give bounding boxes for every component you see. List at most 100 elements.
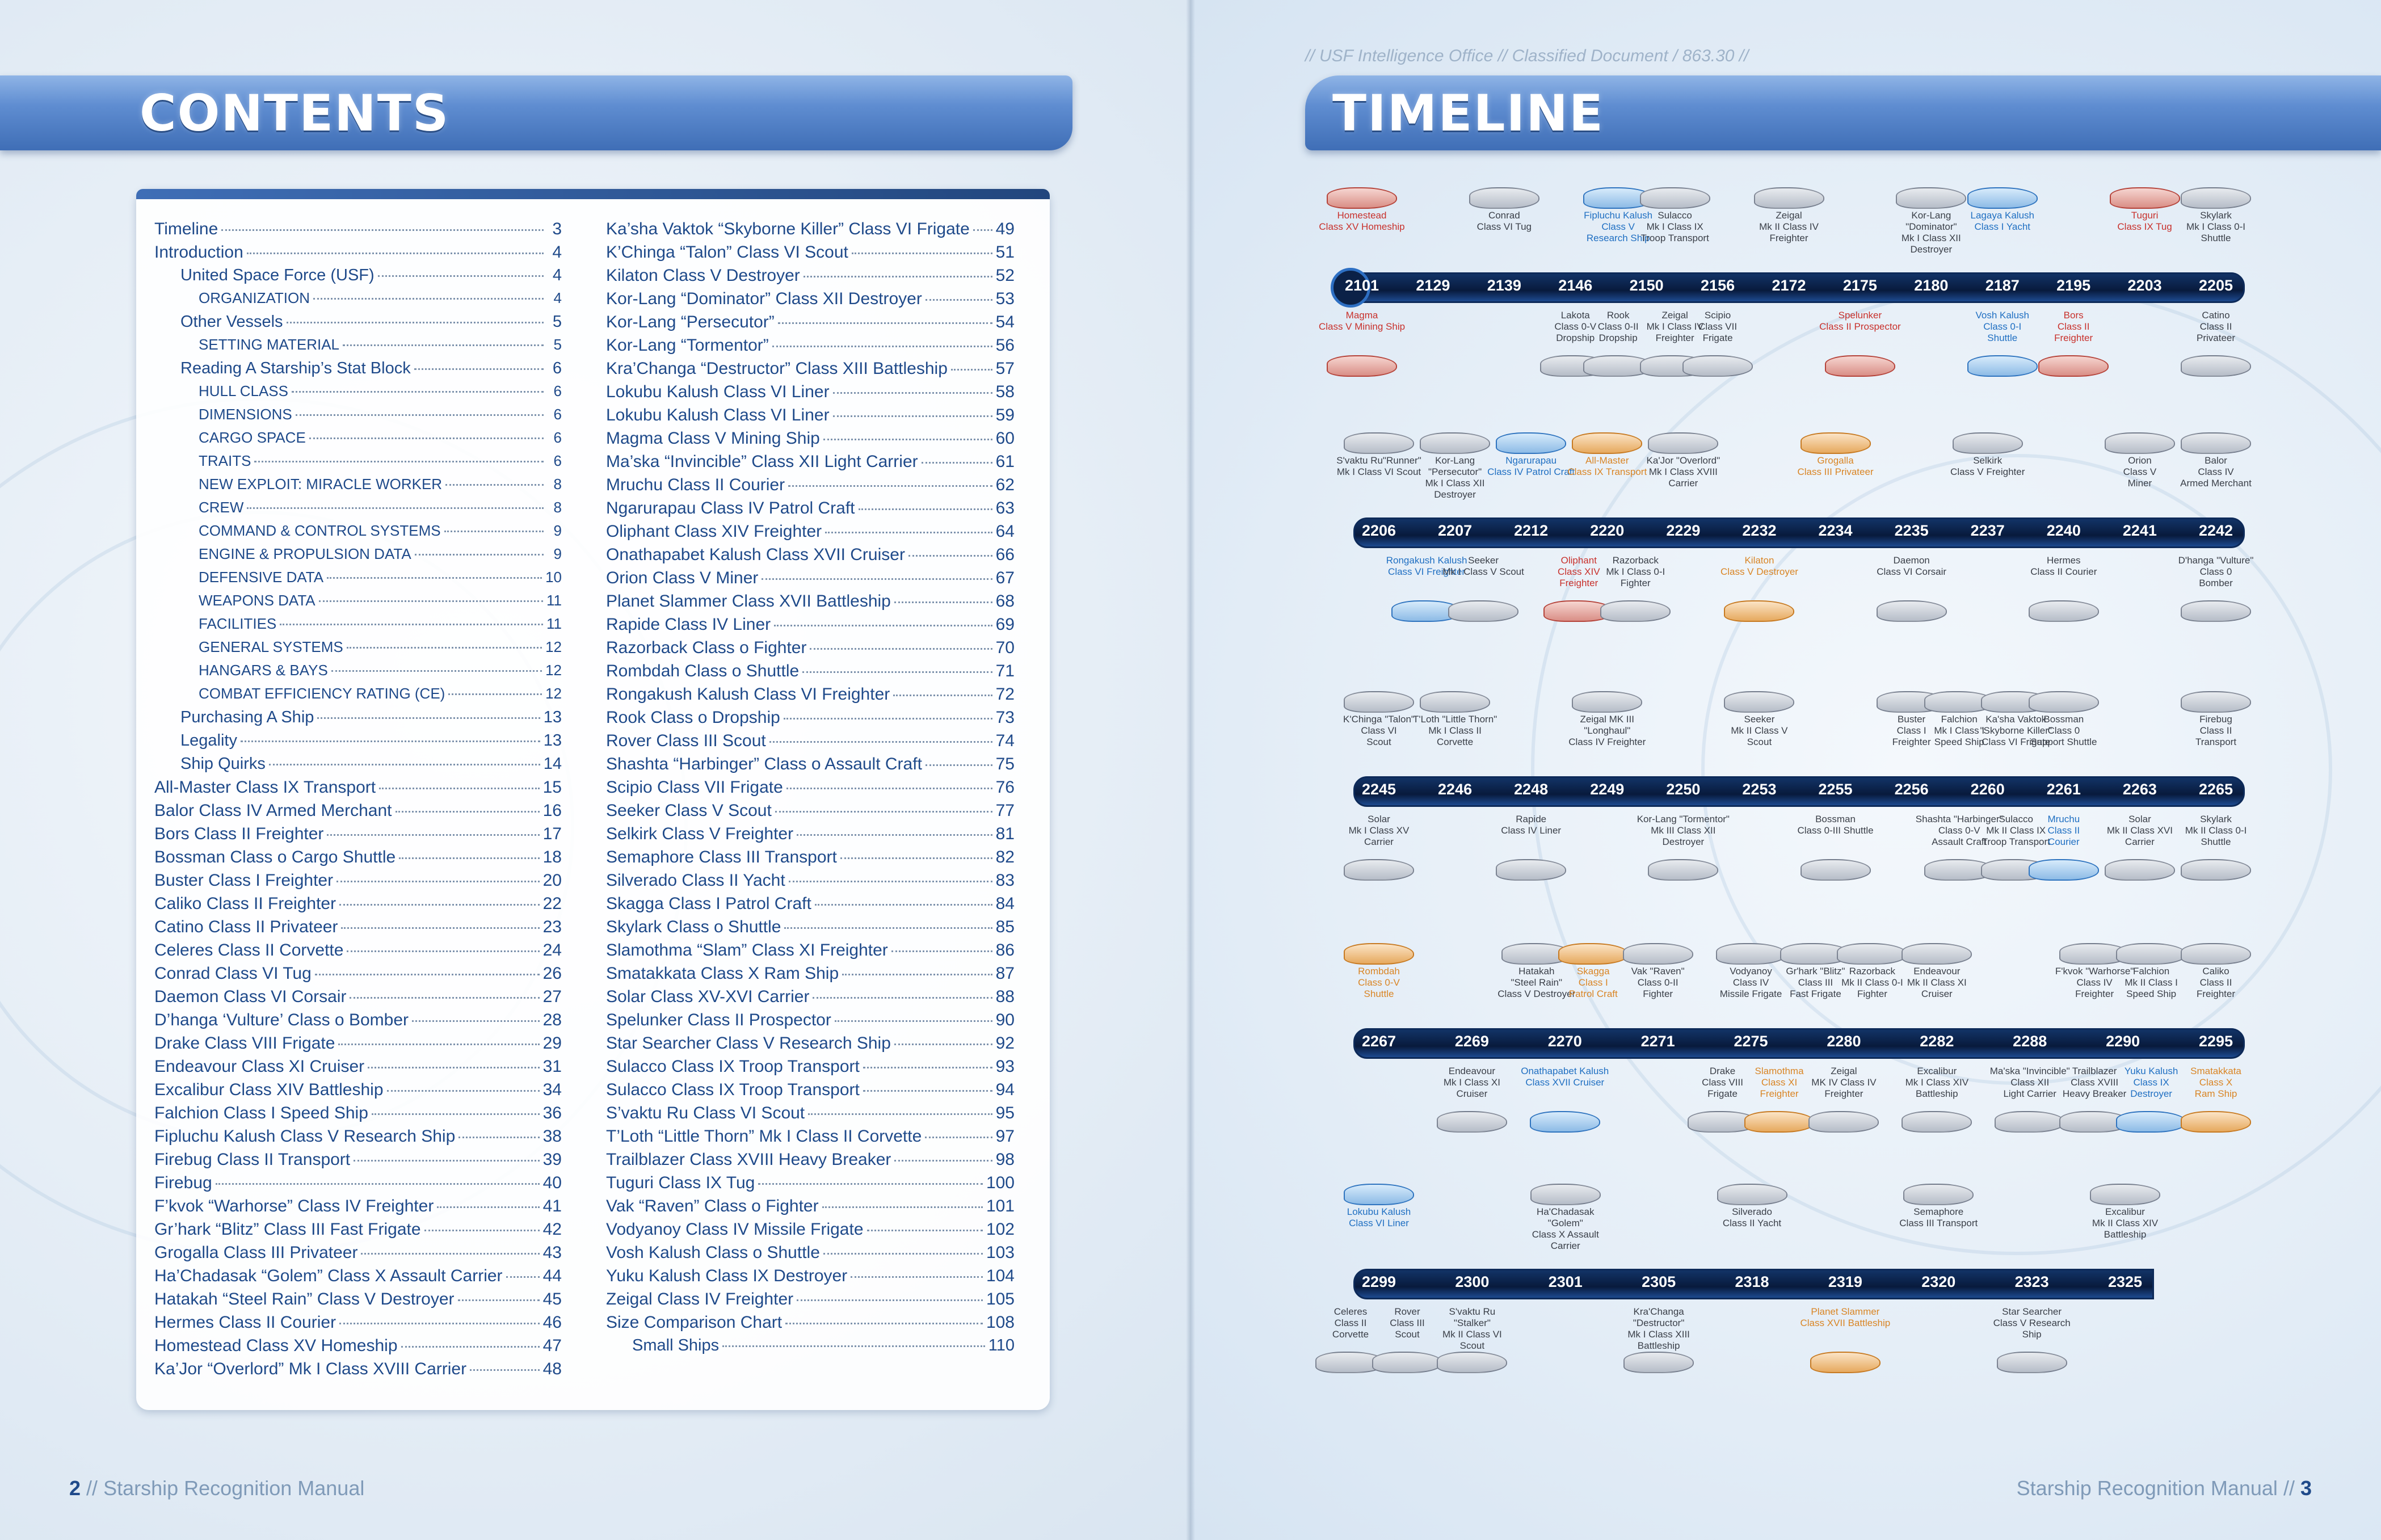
toc-entry[interactable]: Homestead Class XV Homeship 47 bbox=[154, 1336, 562, 1360]
toc-entry[interactable]: Size Comparison Chart 108 bbox=[606, 1313, 1015, 1336]
toc-entry[interactable]: Star Searcher Class V Research Ship 92 bbox=[606, 1034, 1015, 1057]
toc-entry[interactable]: Excalibur Class XIV Battleship 34 bbox=[154, 1080, 562, 1104]
toc-entry[interactable]: Mruchu Class II Courier 62 bbox=[606, 476, 1015, 499]
toc-entry[interactable]: HULL CLASS 6 bbox=[154, 382, 562, 406]
toc-entry[interactable]: Conrad Class VI Tug 26 bbox=[154, 964, 562, 987]
toc-entry[interactable]: Grogalla Class III Privateer 43 bbox=[154, 1243, 562, 1266]
toc-entry[interactable]: Catino Class II Privateer 23 bbox=[154, 918, 562, 941]
toc-entry[interactable]: Lokubu Kalush Class VI Liner 58 bbox=[606, 382, 1015, 406]
toc-entry[interactable]: Firebug 40 bbox=[154, 1173, 562, 1197]
toc-entry[interactable]: Kor-Lang “Tormentor” 56 bbox=[606, 336, 1015, 359]
toc-entry[interactable]: Hermes Class II Courier 46 bbox=[154, 1313, 562, 1336]
toc-entry[interactable]: SETTING MATERIAL 5 bbox=[154, 336, 562, 359]
toc-entry[interactable]: GENERAL SYSTEMS 12 bbox=[154, 638, 562, 662]
toc-entry[interactable]: Celeres Class II Corvette 24 bbox=[154, 941, 562, 964]
toc-entry[interactable]: Balor Class IV Armed Merchant 16 bbox=[154, 801, 562, 824]
toc-entry[interactable]: Solar Class XV-XVI Carrier 88 bbox=[606, 987, 1015, 1011]
toc-entry[interactable]: F’kvok “Warhorse” Class IV Freighter 41 bbox=[154, 1197, 562, 1220]
toc-entry[interactable]: Scipio Class VII Frigate 76 bbox=[606, 778, 1015, 801]
toc-entry[interactable]: Other Vessels 5 bbox=[154, 313, 562, 336]
toc-entry[interactable]: Selkirk Class V Freighter 81 bbox=[606, 824, 1015, 848]
toc-entry[interactable]: CREW 8 bbox=[154, 499, 562, 522]
toc-entry[interactable]: Silverado Class II Yacht 83 bbox=[606, 871, 1015, 894]
toc-entry[interactable]: Vak “Raven” Class o Fighter 101 bbox=[606, 1197, 1015, 1220]
toc-entry[interactable]: S’vaktu Ru Class VI Scout 95 bbox=[606, 1104, 1015, 1127]
toc-entry[interactable]: ENGINE & PROPULSION DATA 9 bbox=[154, 545, 562, 569]
toc-entry[interactable]: Introduction 4 bbox=[154, 243, 562, 266]
toc-entry[interactable]: Seeker Class V Scout 77 bbox=[606, 801, 1015, 824]
toc-entry[interactable]: Rapide Class IV Liner 69 bbox=[606, 615, 1015, 638]
toc-entry[interactable]: Yuku Kalush Class IX Destroyer 104 bbox=[606, 1266, 1015, 1290]
toc-entry[interactable]: Kra’Changa “Destructor” Class XIII Battl… bbox=[606, 359, 1015, 382]
toc-entry[interactable]: Skagga Class I Patrol Craft 84 bbox=[606, 894, 1015, 918]
toc-entry[interactable]: Caliko Class II Freighter 22 bbox=[154, 894, 562, 918]
toc-entry[interactable]: Ka’Jor “Overlord” Mk I Class XVIII Carri… bbox=[154, 1360, 562, 1383]
toc-entry[interactable]: Rover Class III Scout 74 bbox=[606, 731, 1015, 755]
toc-entry[interactable]: Purchasing A Ship 13 bbox=[154, 708, 562, 731]
toc-entry[interactable]: Rombdah Class o Shuttle 71 bbox=[606, 662, 1015, 685]
toc-entry[interactable]: Kor-Lang “Persecutor” 54 bbox=[606, 313, 1015, 336]
toc-entry[interactable]: Fipluchu Kalush Class V Research Ship 38 bbox=[154, 1127, 562, 1150]
toc-entry[interactable]: Drake Class VIII Frigate 29 bbox=[154, 1034, 562, 1057]
toc-entry[interactable]: Endeavour Class XI Cruiser 31 bbox=[154, 1057, 562, 1080]
toc-entry[interactable]: DIMENSIONS 6 bbox=[154, 406, 562, 429]
toc-entry[interactable]: Oliphant Class XIV Freighter 64 bbox=[606, 522, 1015, 545]
toc-entry[interactable]: Rongakush Kalush Class VI Freighter 72 bbox=[606, 685, 1015, 708]
toc-entry[interactable]: Gr’hark “Blitz” Class III Fast Frigate 42 bbox=[154, 1220, 562, 1243]
toc-entry[interactable]: Skylark Class o Shuttle 85 bbox=[606, 918, 1015, 941]
toc-entry[interactable]: K’Chinga “Talon” Class VI Scout 51 bbox=[606, 243, 1015, 266]
toc-entry[interactable]: Falchion Class I Speed Ship 36 bbox=[154, 1104, 562, 1127]
toc-entry[interactable]: FACILITIES 11 bbox=[154, 615, 562, 638]
toc-entry[interactable]: Semaphore Class III Transport 82 bbox=[606, 848, 1015, 871]
toc-entry[interactable]: Hatakah “Steel Rain” Class V Destroyer 45 bbox=[154, 1290, 562, 1313]
toc-entry[interactable]: TRAITS 6 bbox=[154, 452, 562, 476]
toc-entry[interactable]: Ka’sha Vaktok “Skyborne Killer” Class VI… bbox=[606, 220, 1015, 243]
toc-entry[interactable]: WEAPONS DATA 11 bbox=[154, 592, 562, 615]
toc-entry[interactable]: Firebug Class II Transport 39 bbox=[154, 1150, 562, 1173]
toc-entry[interactable]: COMMAND & CONTROL SYSTEMS 9 bbox=[154, 522, 562, 545]
toc-entry[interactable]: Ngarurapau Class IV Patrol Craft 63 bbox=[606, 499, 1015, 522]
toc-entry[interactable]: Buster Class I Freighter 20 bbox=[154, 871, 562, 894]
toc-entry[interactable]: Magma Class V Mining Ship 60 bbox=[606, 429, 1015, 452]
toc-entry[interactable]: Reading A Starship’s Stat Block 6 bbox=[154, 359, 562, 382]
toc-entry[interactable]: Trailblazer Class XVIII Heavy Breaker 98 bbox=[606, 1150, 1015, 1173]
toc-entry[interactable]: DEFENSIVE DATA 10 bbox=[154, 569, 562, 592]
toc-entry[interactable]: Ship Quirks 14 bbox=[154, 755, 562, 778]
toc-entry[interactable]: Bossman Class o Cargo Shuttle 18 bbox=[154, 848, 562, 871]
toc-entry[interactable]: Sulacco Class IX Troop Transport 94 bbox=[606, 1080, 1015, 1104]
toc-entry[interactable]: Planet Slammer Class XVII Battleship 68 bbox=[606, 592, 1015, 615]
toc-entry[interactable]: T’Loth “Little Thorn” Mk I Class II Corv… bbox=[606, 1127, 1015, 1150]
toc-entry[interactable]: HANGARS & BAYS 12 bbox=[154, 662, 562, 685]
toc-entry[interactable]: Lokubu Kalush Class VI Liner 59 bbox=[606, 406, 1015, 429]
toc-entry[interactable]: Vosh Kalush Class o Shuttle 103 bbox=[606, 1243, 1015, 1266]
toc-entry[interactable]: Small Ships 110 bbox=[606, 1336, 1015, 1360]
toc-entry[interactable]: Onathapabet Kalush Class XVII Cruiser 66 bbox=[606, 545, 1015, 569]
toc-entry[interactable]: Razorback Class o Fighter 70 bbox=[606, 638, 1015, 662]
toc-entry[interactable]: United Space Force (USF) 4 bbox=[154, 266, 562, 289]
toc-entry[interactable]: Smatakkata Class X Ram Ship 87 bbox=[606, 964, 1015, 987]
toc-entry-label: Spelunker Class II Prospector bbox=[606, 1011, 831, 1029]
toc-entry[interactable]: NEW EXPLOIT: MIRACLE WORKER 8 bbox=[154, 476, 562, 499]
toc-entry[interactable]: Legality 13 bbox=[154, 731, 562, 755]
toc-entry[interactable]: Ha’Chadasak “Golem” Class X Assault Carr… bbox=[154, 1266, 562, 1290]
toc-entry[interactable]: Spelunker Class II Prospector 90 bbox=[606, 1011, 1015, 1034]
toc-entry[interactable]: Slamothma “Slam” Class XI Freighter 86 bbox=[606, 941, 1015, 964]
toc-entry[interactable]: Daemon Class VI Corsair 27 bbox=[154, 987, 562, 1011]
toc-entry[interactable]: All-Master Class IX Transport 15 bbox=[154, 778, 562, 801]
toc-entry[interactable]: Zeigal Class IV Freighter 105 bbox=[606, 1290, 1015, 1313]
toc-entry[interactable]: Rook Class o Dropship 73 bbox=[606, 708, 1015, 731]
toc-entry[interactable]: Kor-Lang “Dominator” Class XII Destroyer… bbox=[606, 289, 1015, 313]
toc-entry[interactable]: Bors Class II Freighter 17 bbox=[154, 824, 562, 848]
toc-entry[interactable]: D’hanga ‘Vulture’ Class o Bomber 28 bbox=[154, 1011, 562, 1034]
toc-entry[interactable]: Shashta “Harbinger” Class o Assault Craf… bbox=[606, 755, 1015, 778]
toc-entry[interactable]: Tuguri Class IX Tug 100 bbox=[606, 1173, 1015, 1197]
toc-entry[interactable]: Sulacco Class IX Troop Transport 93 bbox=[606, 1057, 1015, 1080]
toc-entry[interactable]: Kilaton Class V Destroyer 52 bbox=[606, 266, 1015, 289]
toc-entry[interactable]: ORGANIZATION 4 bbox=[154, 289, 562, 313]
toc-entry[interactable]: Vodyanoy Class IV Missile Frigate 102 bbox=[606, 1220, 1015, 1243]
toc-entry[interactable]: Ma’ska “Invincible” Class XII Light Carr… bbox=[606, 452, 1015, 476]
toc-entry[interactable]: Orion Class V Miner 67 bbox=[606, 569, 1015, 592]
toc-entry[interactable]: Timeline 3 bbox=[154, 220, 562, 243]
toc-entry[interactable]: COMBAT EFFICIENCY RATING (CE) 12 bbox=[154, 685, 562, 708]
toc-entry[interactable]: CARGO SPACE 6 bbox=[154, 429, 562, 452]
